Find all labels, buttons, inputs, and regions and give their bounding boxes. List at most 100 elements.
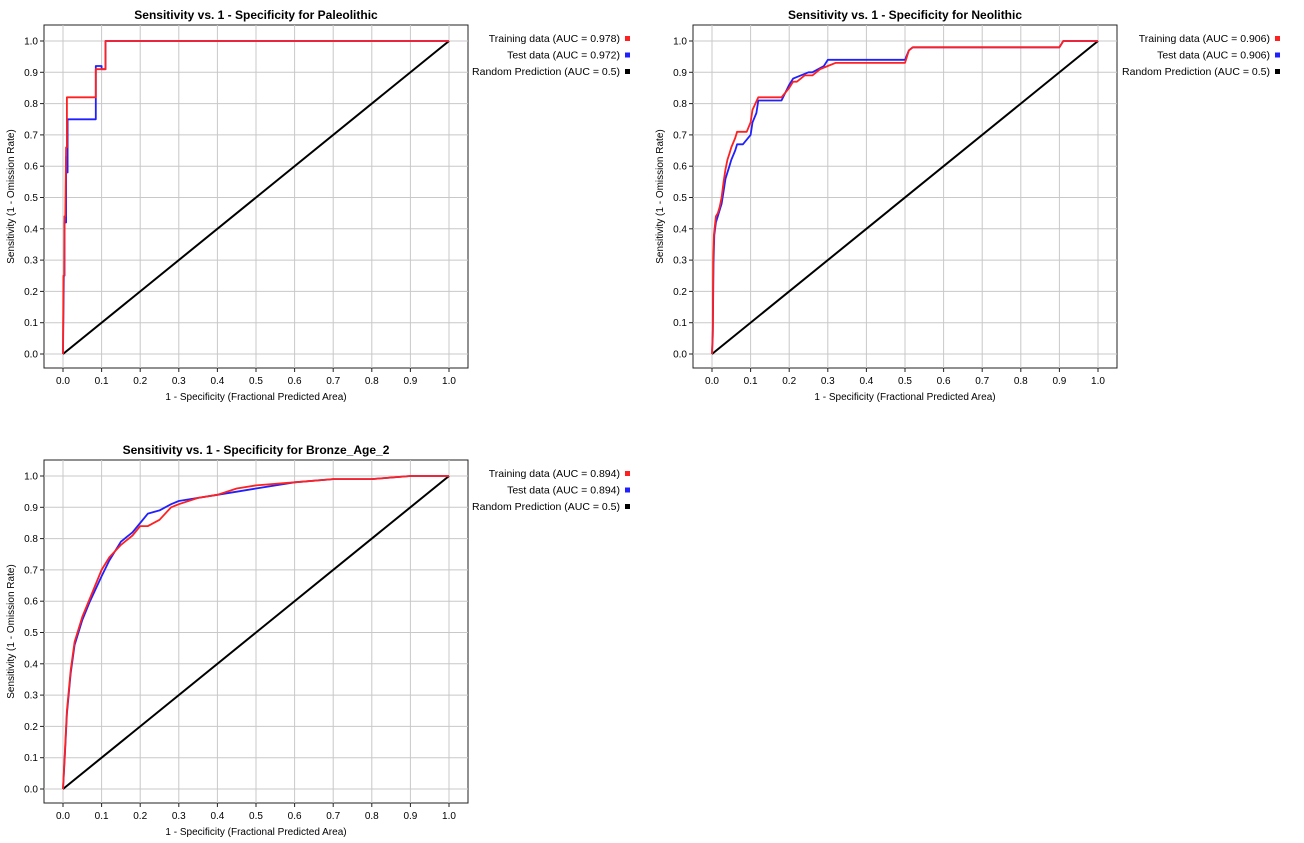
- x-tick-label: 0.8: [365, 376, 379, 387]
- y-tick-label: 0.1: [24, 318, 38, 329]
- random-prediction-line: [711, 40, 1099, 355]
- legend-label: Random Prediction (AUC = 0.5): [472, 66, 620, 78]
- x-tick-label: 0.5: [249, 811, 263, 822]
- legend: Training data (AUC = 0.894) Test data (AU…: [472, 468, 630, 513]
- legend-swatch: [1275, 52, 1280, 58]
- x-tick-label: 0.6: [937, 376, 951, 387]
- y-tick-label: 0.7: [24, 130, 38, 141]
- roc-chart-1: Sensitivity vs. 1 - Specificity for Neol…: [655, 8, 1280, 403]
- x-tick-label: 1.0: [442, 811, 456, 822]
- y-tick-label: 0.5: [24, 628, 38, 639]
- x-tick-label: 0.7: [975, 376, 989, 387]
- y-axis-label: Sensitivity (1 - Omission Rate): [6, 564, 17, 698]
- x-tick-label: 0.9: [403, 376, 417, 387]
- y-tick-label: 0.0: [24, 785, 38, 796]
- legend-label: Random Prediction (AUC = 0.5): [472, 501, 620, 513]
- y-tick-label: 0.3: [673, 256, 687, 267]
- legend-label: Training data (AUC = 0.978): [489, 33, 620, 45]
- y-axis-label: Sensitivity (1 - Omission Rate): [6, 129, 17, 263]
- x-tick-label: 0.3: [172, 811, 186, 822]
- x-tick-label: 0.6: [288, 376, 302, 387]
- y-tick-label: 0.9: [24, 68, 38, 79]
- x-tick-label: 0.1: [95, 811, 109, 822]
- y-tick-label: 0.6: [24, 162, 38, 173]
- x-tick-label: 0.3: [821, 376, 835, 387]
- legend-label: Training data (AUC = 0.894): [489, 468, 620, 480]
- x-tick-label: 0.5: [898, 376, 912, 387]
- y-tick-label: 0.9: [673, 68, 687, 79]
- x-axis-label: 1 - Specificity (Fractional Predicted Ar…: [165, 827, 346, 838]
- roc-chart-0: Sensitivity vs. 1 - Specificity for Pale…: [6, 8, 630, 403]
- y-tick-label: 0.1: [24, 753, 38, 764]
- x-tick-label: 0.1: [744, 376, 758, 387]
- training-curve: [711, 40, 1098, 355]
- x-tick-label: 0.2: [133, 376, 147, 387]
- x-tick-label: 0.3: [172, 376, 186, 387]
- training-curve: [62, 475, 449, 790]
- x-tick-label: 0.7: [326, 376, 340, 387]
- legend-label: Test data (AUC = 0.906): [1157, 50, 1270, 62]
- legend-swatch: [625, 487, 630, 493]
- chart-title: Sensitivity vs. 1 - Specificity for Bron…: [123, 443, 390, 457]
- x-tick-label: 0.2: [782, 376, 796, 387]
- legend-swatch: [625, 52, 630, 58]
- y-tick-label: 0.1: [673, 318, 687, 329]
- random-prediction-line: [62, 40, 450, 355]
- legend-swatch: [625, 36, 630, 41]
- x-tick-label: 0.6: [288, 811, 302, 822]
- roc-chart-2: Sensitivity vs. 1 - Specificity for Bron…: [6, 443, 630, 838]
- y-tick-label: 0.2: [673, 287, 687, 298]
- random-prediction-line: [62, 475, 450, 790]
- training-curve: [62, 40, 449, 355]
- grid: [40, 460, 468, 807]
- y-tick-label: 0.6: [24, 597, 38, 608]
- y-tick-label: 0.5: [24, 193, 38, 204]
- y-tick-label: 0.4: [673, 224, 687, 235]
- y-tick-label: 0.7: [673, 130, 687, 141]
- x-axis-label: 1 - Specificity (Fractional Predicted Ar…: [814, 392, 995, 403]
- y-tick-label: 1.0: [24, 472, 38, 483]
- x-tick-label: 0.9: [1052, 376, 1066, 387]
- y-tick-label: 0.7: [24, 565, 38, 576]
- y-tick-label: 0.9: [24, 503, 38, 514]
- legend-swatch: [625, 69, 630, 74]
- legend-swatch: [1275, 36, 1280, 41]
- legend: Training data (AUC = 0.906) Test data (AU…: [1122, 33, 1280, 78]
- y-tick-label: 1.0: [24, 37, 38, 48]
- legend-swatch: [1275, 69, 1280, 74]
- y-tick-label: 0.3: [24, 256, 38, 267]
- x-tick-label: 0.8: [1014, 376, 1028, 387]
- x-tick-label: 0.4: [210, 376, 224, 387]
- x-tick-label: 0.4: [210, 811, 224, 822]
- x-tick-label: 1.0: [1091, 376, 1105, 387]
- chart-title: Sensitivity vs. 1 - Specificity for Neol…: [788, 8, 1022, 22]
- y-tick-label: 0.8: [673, 99, 687, 110]
- x-tick-label: 1.0: [442, 376, 456, 387]
- x-tick-label: 0.2: [133, 811, 147, 822]
- y-tick-label: 0.3: [24, 691, 38, 702]
- x-tick-label: 0.7: [326, 811, 340, 822]
- y-tick-label: 0.5: [673, 193, 687, 204]
- y-tick-label: 0.4: [24, 224, 38, 235]
- y-tick-label: 0.0: [24, 350, 38, 361]
- x-tick-label: 0.4: [859, 376, 873, 387]
- y-tick-label: 0.8: [24, 534, 38, 545]
- y-tick-label: 1.0: [673, 37, 687, 48]
- x-tick-label: 0.0: [56, 376, 70, 387]
- y-axis-label: Sensitivity (1 - Omission Rate): [655, 129, 666, 263]
- y-tick-label: 0.2: [24, 722, 38, 733]
- legend-label: Test data (AUC = 0.972): [507, 50, 620, 62]
- x-tick-label: 0.5: [249, 376, 263, 387]
- grid: [689, 25, 1117, 372]
- y-tick-label: 0.8: [24, 99, 38, 110]
- x-tick-label: 0.8: [365, 811, 379, 822]
- x-tick-label: 0.0: [56, 811, 70, 822]
- legend-swatch: [625, 471, 630, 476]
- legend-swatch: [625, 504, 630, 509]
- x-tick-label: 0.9: [403, 811, 417, 822]
- legend-label: Random Prediction (AUC = 0.5): [1122, 66, 1270, 78]
- x-axis-label: 1 - Specificity (Fractional Predicted Ar…: [165, 392, 346, 403]
- legend: Training data (AUC = 0.978) Test data (AU…: [472, 33, 630, 78]
- y-tick-label: 0.0: [673, 350, 687, 361]
